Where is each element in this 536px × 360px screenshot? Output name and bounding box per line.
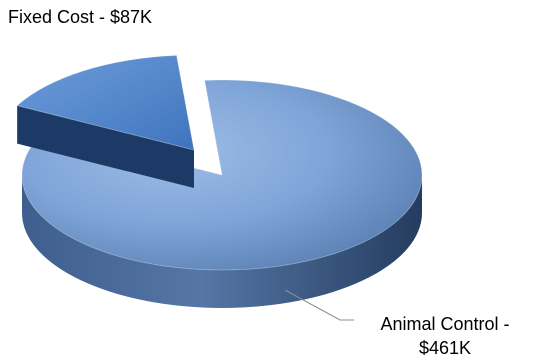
pie-slice-side — [22, 175, 422, 308]
leader-line — [284, 289, 354, 321]
label-fixed-cost: Fixed Cost - $87K — [8, 7, 152, 27]
label-animal-control: Animal Control -$461K — [380, 314, 509, 358]
pie-slice-top — [21, 79, 423, 271]
pie-slice-top — [16, 54, 195, 151]
pie-slice-fixed-cost — [16, 54, 195, 188]
pie-slice-animal-control — [21, 79, 423, 308]
pie-slice-cut-face — [17, 105, 195, 188]
